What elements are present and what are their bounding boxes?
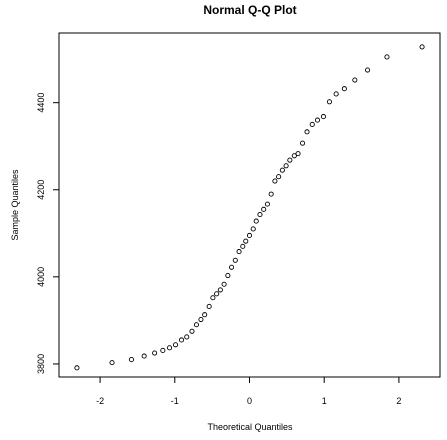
data-point bbox=[257, 212, 263, 218]
data-point bbox=[243, 238, 249, 244]
data-point bbox=[232, 257, 238, 263]
data-point bbox=[178, 337, 185, 343]
data-point bbox=[291, 153, 297, 159]
data-point bbox=[152, 350, 158, 356]
data-point bbox=[109, 360, 115, 366]
y-tick-label: 4200 bbox=[36, 180, 46, 200]
data-point bbox=[419, 44, 425, 50]
y-axis-label: Sample Quantiles bbox=[10, 169, 20, 241]
data-point bbox=[221, 281, 227, 287]
chart-title: Normal Q-Q Plot bbox=[203, 3, 296, 17]
data-point bbox=[295, 151, 301, 157]
data-point bbox=[276, 174, 282, 180]
data-point bbox=[141, 353, 147, 359]
data-point bbox=[272, 178, 278, 184]
data-point bbox=[268, 191, 274, 197]
data-point bbox=[287, 157, 293, 163]
data-point bbox=[253, 218, 259, 224]
y-axis: 3800 4000 4200 4400 bbox=[36, 93, 59, 374]
data-point bbox=[264, 201, 270, 207]
x-tick-label: -1 bbox=[171, 396, 179, 406]
data-point bbox=[384, 54, 390, 60]
data-point bbox=[279, 167, 285, 173]
data-point bbox=[240, 243, 246, 249]
data-point bbox=[320, 114, 327, 120]
data-point bbox=[217, 287, 223, 293]
x-axis: -2 -1 0 1 2 bbox=[96, 377, 401, 406]
data-point bbox=[250, 226, 256, 232]
data-point bbox=[167, 345, 173, 351]
data-point bbox=[309, 121, 315, 127]
data-point bbox=[128, 357, 135, 363]
data-point bbox=[299, 140, 306, 146]
data-point bbox=[304, 129, 310, 135]
data-point bbox=[341, 86, 347, 92]
data-point bbox=[352, 77, 358, 83]
data-point bbox=[189, 328, 195, 334]
data-point bbox=[172, 342, 179, 348]
y-tick-label: 4400 bbox=[36, 93, 46, 113]
data-point bbox=[184, 334, 190, 340]
data-point bbox=[333, 91, 339, 97]
x-tick-label: -2 bbox=[96, 396, 104, 406]
data-point bbox=[74, 365, 80, 371]
x-tick-label: 1 bbox=[322, 396, 327, 406]
data-point bbox=[202, 312, 208, 318]
x-axis-label: Theoretical Quantiles bbox=[207, 422, 293, 432]
x-tick-label: 2 bbox=[396, 396, 401, 406]
data-point bbox=[198, 316, 204, 323]
data-point bbox=[326, 99, 332, 105]
data-point bbox=[160, 347, 166, 353]
data-point bbox=[314, 117, 321, 123]
data-points bbox=[74, 44, 425, 371]
data-point bbox=[246, 232, 253, 239]
data-point bbox=[193, 322, 200, 328]
data-point bbox=[283, 163, 289, 169]
x-tick-label: 0 bbox=[247, 396, 252, 406]
data-point bbox=[214, 291, 220, 297]
data-point bbox=[225, 272, 231, 279]
data-point bbox=[210, 295, 216, 301]
plot-frame bbox=[58, 32, 441, 378]
data-point bbox=[236, 249, 242, 255]
data-point bbox=[206, 303, 212, 310]
y-tick-label: 3800 bbox=[36, 354, 46, 374]
y-tick-label: 4000 bbox=[36, 267, 46, 287]
data-point bbox=[364, 67, 371, 73]
data-point bbox=[261, 206, 267, 212]
data-point bbox=[229, 264, 235, 270]
